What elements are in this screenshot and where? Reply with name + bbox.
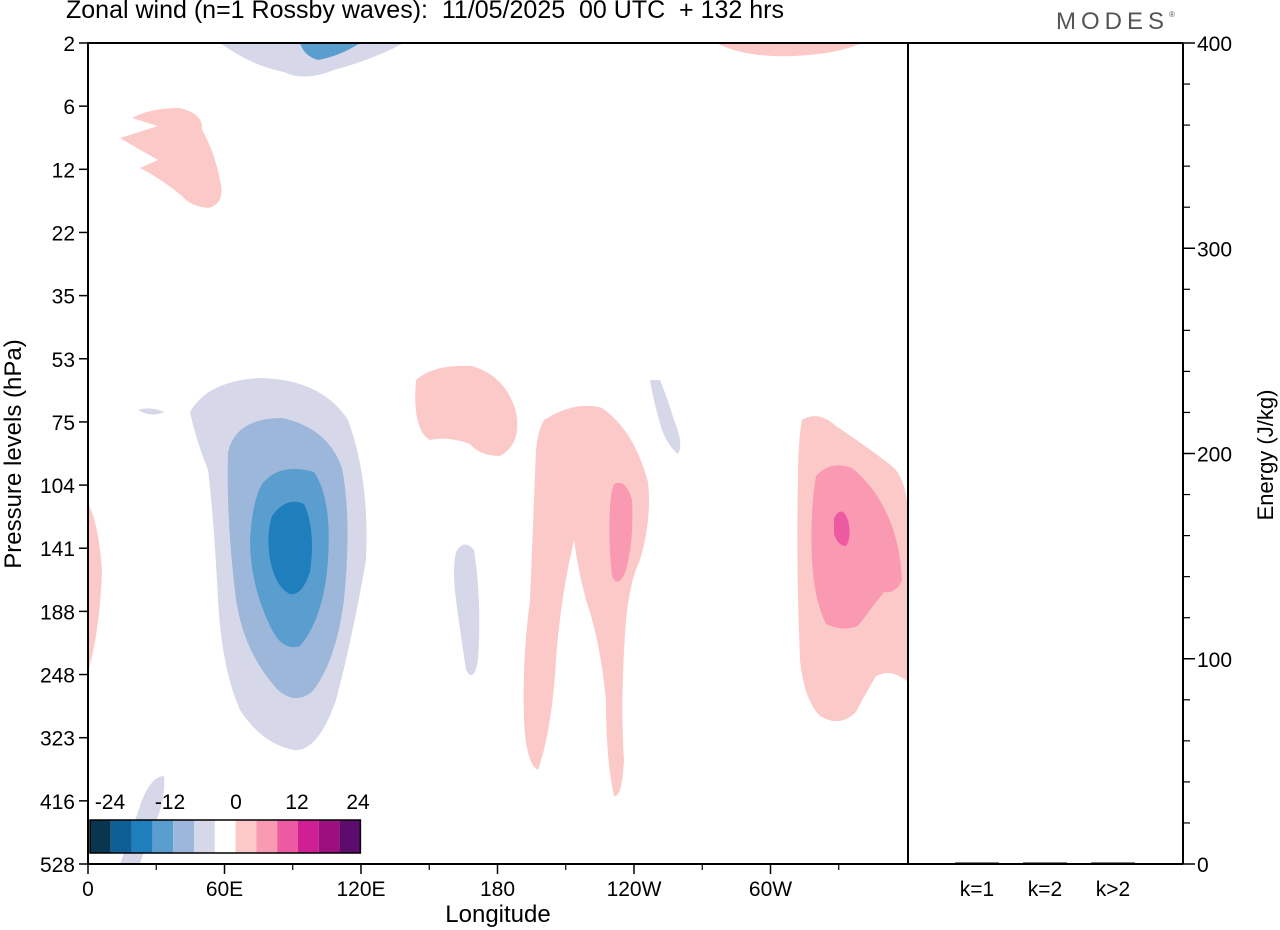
energy-tick-label: 300 — [1197, 238, 1232, 261]
colorbar-swatch — [90, 820, 111, 853]
energy-tick-label: 400 — [1197, 33, 1232, 56]
x-tick-label: 120E — [336, 878, 385, 901]
x-tick-label: 60W — [749, 878, 792, 901]
y-tick-label: 248 — [40, 665, 75, 688]
colorbar-label: -24 — [95, 791, 126, 814]
colorbar-swatch — [298, 820, 319, 853]
energy-category-label: k>2 — [1096, 878, 1130, 901]
x-tick-label: 60E — [206, 878, 243, 901]
y-tick-label: 188 — [40, 601, 75, 624]
colorbar-swatch — [214, 820, 236, 853]
y-tick-label: 6 — [63, 96, 75, 119]
contour-neg-top — [220, 43, 404, 77]
colorbar: -24 -12 0 12 24 — [89, 791, 370, 854]
colorbar-swatch — [339, 820, 361, 853]
energy-tick-label: 200 — [1197, 444, 1232, 467]
contour-neg-mid — [454, 544, 480, 676]
colorbar-swatch — [194, 820, 215, 853]
y-tick-label: 416 — [40, 791, 75, 814]
y-axis-label: Pressure levels (hPa) — [0, 339, 27, 568]
energy-category-label: k=1 — [960, 878, 994, 901]
contour-neg-level4 — [268, 501, 312, 595]
wind-contours — [88, 43, 908, 864]
colorbar-frame — [89, 819, 362, 854]
energy-axis: 0 100 200 300 400 — [1183, 33, 1232, 877]
x-tick-label: 0 — [82, 878, 94, 901]
brand-mark: ® — [1169, 10, 1175, 19]
contour-neg-sliver — [650, 380, 681, 454]
x-axis-label: Longitude — [445, 901, 550, 928]
contour-neg-top-core — [300, 43, 360, 60]
contour-pos-upper-mid — [415, 365, 518, 456]
energy-category-label: k=2 — [1028, 878, 1062, 901]
pressure-axis: 2 6 12 22 35 53 75 104 141 188 248 323 416 528 — [40, 33, 88, 877]
energy-bar — [1091, 862, 1135, 864]
colorbar-label: 24 — [346, 791, 370, 814]
y-tick-label: 2 — [63, 33, 75, 56]
brand-text: MODES — [1056, 8, 1170, 35]
colorbar-label: 12 — [285, 791, 308, 814]
colorbar-swatch — [277, 820, 298, 853]
y-tick-label: 141 — [40, 538, 75, 561]
contour-pos-left-edge — [88, 504, 102, 672]
contour-pos-mid — [523, 405, 649, 797]
energy-axis-label: Energy (J/kg) — [1253, 390, 1278, 521]
colorbar-label: -12 — [155, 791, 185, 814]
chart-title: Zonal wind (n=1 Rossby waves): 11/05/202… — [66, 0, 784, 24]
colorbar-swatch — [318, 820, 340, 853]
colorbar-swatch — [131, 820, 153, 853]
colorbar-swatch — [152, 820, 174, 853]
colorbar-swatch — [256, 820, 278, 853]
energy-bar — [1023, 862, 1067, 864]
y-tick-label: 22 — [52, 222, 75, 245]
energy-tick-label: 0 — [1197, 854, 1209, 877]
colorbar-swatch — [173, 820, 194, 853]
brand-logo: MODES® — [1056, 8, 1175, 36]
energy-bar — [955, 862, 999, 864]
x-tick-label: 120W — [607, 878, 662, 901]
energy-bars: k=1 k=2 k>2 — [955, 862, 1135, 901]
y-tick-label: 75 — [52, 412, 75, 435]
y-tick-label: 528 — [40, 854, 75, 877]
colorbar-swatch — [110, 820, 132, 853]
y-tick-label: 35 — [52, 286, 75, 309]
y-tick-label: 12 — [52, 159, 75, 182]
y-tick-label: 323 — [40, 728, 75, 751]
contour-pos-upper-left — [120, 108, 222, 208]
contour-pos-right-core — [834, 511, 850, 546]
colorbar-swatch — [235, 820, 257, 853]
x-tick-label: 180 — [480, 878, 515, 901]
y-tick-label: 53 — [52, 349, 75, 372]
contour-pos-right-level2 — [811, 465, 902, 629]
colorbar-label: 0 — [230, 791, 242, 814]
contour-neg-dot — [138, 408, 164, 415]
contour-pos-top-right — [716, 43, 862, 57]
contour-pos-mid-core — [609, 482, 633, 582]
longitude-axis: 0 60E 120E 180 120W 60W — [82, 864, 840, 901]
y-tick-label: 104 — [40, 475, 75, 498]
energy-tick-label: 100 — [1197, 649, 1232, 672]
